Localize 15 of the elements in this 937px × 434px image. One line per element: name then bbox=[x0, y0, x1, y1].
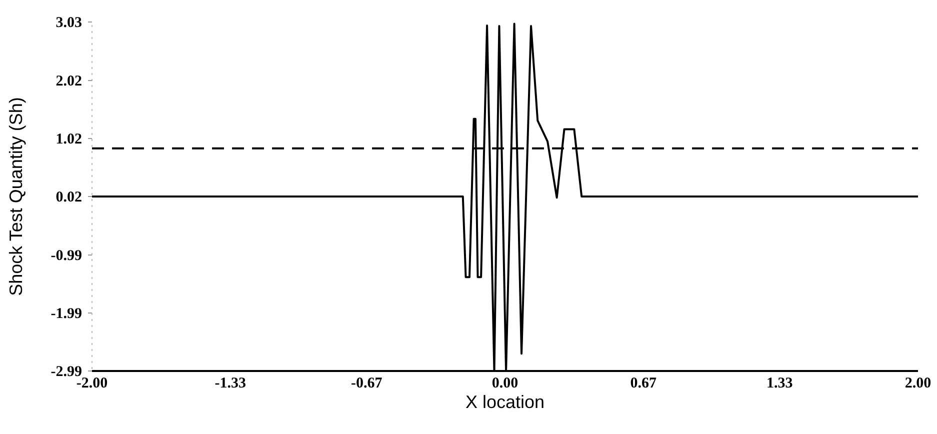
x-tick-label: 1.33 bbox=[766, 376, 793, 392]
y-axis-title: Shock Test Quantity (Sh) bbox=[6, 97, 26, 296]
x-tick-label: -0.67 bbox=[351, 376, 383, 392]
y-tick-label: -1.99 bbox=[50, 306, 82, 322]
x-axis-title: X location bbox=[465, 392, 545, 412]
x-tick-label: -1.33 bbox=[214, 376, 246, 392]
line-series bbox=[91, 22, 919, 372]
y-tick-label: 0.02 bbox=[56, 189, 82, 206]
x-tick-label: 0.00 bbox=[492, 376, 518, 392]
y-tick-label: 1.02 bbox=[56, 131, 82, 148]
x-tick-label: 2.00 bbox=[904, 376, 932, 392]
y-tick-label: -0.99 bbox=[50, 248, 82, 264]
x-tick-label: 0.67 bbox=[630, 376, 657, 392]
y-tick-label: 2.02 bbox=[56, 73, 82, 90]
y-tick-label: 3.03 bbox=[56, 14, 82, 31]
